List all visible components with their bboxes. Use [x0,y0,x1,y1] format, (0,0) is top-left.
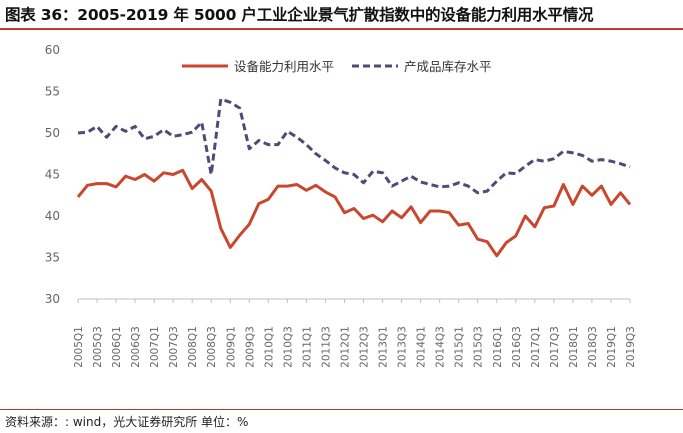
x-tick-label: 2019Q1 [606,326,618,368]
x-tick-label: 2006Q3 [130,326,142,368]
x-tick-label: 2010Q3 [282,326,294,368]
x-tick-label: 2007Q1 [149,326,161,368]
x-tick-label: 2014Q1 [416,326,428,368]
x-tick-label: 2012Q3 [359,326,371,368]
x-tick-label: 2019Q3 [625,326,637,368]
x-tick-label: 2009Q1 [225,326,237,368]
x-tick-label: 2008Q3 [206,326,218,368]
y-tick-label: 50 [45,126,60,140]
x-tick-label: 2005Q3 [92,326,104,368]
x-tick-label: 2009Q3 [244,326,256,368]
y-tick-label: 40 [45,209,60,223]
series-line-2 [77,97,631,195]
x-tick-label: 2013Q3 [397,326,409,368]
x-tick-label: 2013Q1 [378,326,390,368]
x-tick-label: 2015Q3 [473,326,485,368]
series-line-1 [76,168,632,258]
x-tick-label: 2007Q3 [168,326,180,368]
x-tick-label: 2014Q3 [435,326,447,368]
x-tick-label: 2018Q3 [587,326,599,368]
x-tick-label: 2006Q1 [111,326,123,368]
x-tick-label: 2017Q3 [549,326,561,368]
x-tick-label: 2016Q3 [511,326,523,368]
x-tick-label: 2010Q1 [263,326,275,368]
x-tick-label: 2012Q1 [339,326,351,368]
y-tick-label: 45 [45,168,60,182]
y-axis: 30 35 40 45 50 55 60 [45,43,60,306]
x-tick-label: 2011Q3 [320,326,332,368]
y-tick-label: 55 [45,85,60,99]
x-tick-label: 2017Q1 [530,326,542,368]
chart-title: 图表 36：2005-2019 年 5000 户工业企业景气扩散指数中的设备能力… [5,6,594,24]
y-tick-label: 35 [45,251,60,265]
x-tick-label: 2005Q1 [73,326,85,368]
legend-label-1: 设备能力利用水平 [234,59,334,74]
footer-divider [0,409,683,410]
x-tick-label: 2008Q1 [187,326,199,368]
y-tick-label: 30 [45,292,60,306]
x-tick-label: 2018Q1 [568,326,580,368]
legend-label-2: 产成品库存水平 [404,59,492,74]
y-tick-label: 60 [45,43,60,57]
source-note: 资料来源：: wind，光大证券研究所 单位：% [5,415,249,429]
x-tick-label: 2015Q1 [454,326,466,368]
x-axis: 2005Q1 2005Q3 2006Q1 2006Q3 2007Q1 2007Q3 2008… [73,298,637,368]
legend: 设备能力利用水平 产成品库存水平 [182,59,492,74]
title-divider [0,28,683,30]
series-layer [76,97,632,258]
x-tick-label: 2011Q1 [301,326,313,368]
x-tick-label: 2016Q1 [492,326,504,368]
